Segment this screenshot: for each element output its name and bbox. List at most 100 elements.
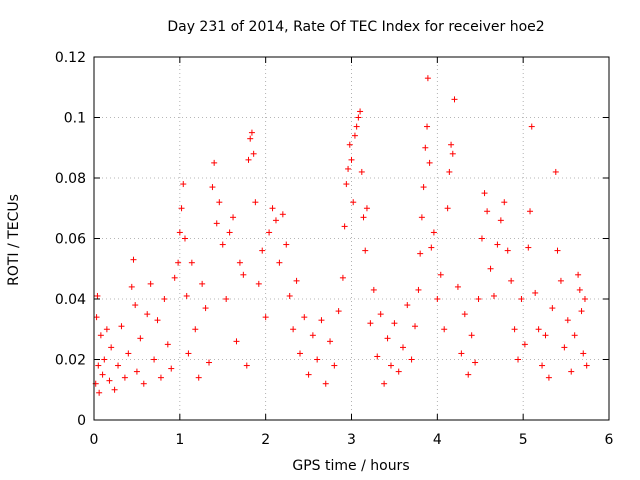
data-point xyxy=(252,199,259,206)
data-point xyxy=(497,217,504,224)
data-point xyxy=(370,286,377,293)
data-points-layer xyxy=(92,75,590,396)
data-point xyxy=(449,150,456,157)
data-point xyxy=(412,323,419,330)
data-point xyxy=(247,135,254,142)
y-tick-label: 0.1 xyxy=(64,111,86,127)
data-point xyxy=(341,223,348,230)
data-point xyxy=(206,359,213,366)
data-point xyxy=(377,311,384,318)
data-point xyxy=(245,156,252,163)
data-point xyxy=(348,156,355,163)
data-point xyxy=(362,247,369,254)
data-point xyxy=(481,190,488,197)
data-point xyxy=(192,326,199,333)
data-point xyxy=(518,296,525,302)
data-point xyxy=(133,368,140,375)
data-point xyxy=(183,292,190,299)
data-point xyxy=(564,317,571,324)
x-tick-label: 5 xyxy=(519,432,528,448)
data-point xyxy=(360,214,367,221)
data-point xyxy=(185,350,192,357)
data-point xyxy=(226,229,233,236)
data-point xyxy=(353,123,360,130)
data-point xyxy=(345,165,352,172)
data-point xyxy=(542,332,549,339)
data-point xyxy=(367,320,374,327)
data-point xyxy=(501,199,508,206)
data-point xyxy=(262,314,269,321)
data-point xyxy=(115,362,122,369)
data-point xyxy=(176,229,183,236)
data-point xyxy=(381,380,388,387)
data-point xyxy=(571,332,578,339)
data-point xyxy=(461,311,468,318)
data-point xyxy=(236,259,243,266)
data-point xyxy=(309,332,316,339)
tick-layer: 0 1 2 3 4 5 6 0 0.02 0.04 0.06 0.08 0.1 0.12 xyxy=(55,50,614,448)
data-point xyxy=(255,280,262,287)
data-point xyxy=(94,292,101,299)
data-point xyxy=(97,332,104,339)
data-point xyxy=(490,292,497,299)
data-point xyxy=(478,235,485,242)
data-point xyxy=(437,271,444,278)
data-point xyxy=(216,199,223,206)
data-point xyxy=(535,326,542,333)
data-point xyxy=(130,256,137,263)
data-point xyxy=(484,208,491,215)
data-point xyxy=(350,199,357,206)
data-point xyxy=(243,362,250,369)
data-point xyxy=(181,235,188,242)
data-point xyxy=(293,277,300,284)
data-point xyxy=(434,296,441,302)
data-point xyxy=(525,244,532,251)
data-point xyxy=(472,359,479,366)
data-point xyxy=(417,250,424,257)
data-point xyxy=(446,168,453,175)
data-point xyxy=(297,350,303,357)
data-point xyxy=(161,296,168,302)
data-point xyxy=(125,350,132,357)
data-point xyxy=(248,129,255,136)
data-point xyxy=(301,314,308,321)
data-point xyxy=(545,374,552,381)
data-point xyxy=(99,371,106,378)
data-point xyxy=(276,259,283,266)
data-point xyxy=(468,332,475,339)
data-point xyxy=(272,217,279,224)
data-point xyxy=(240,271,247,278)
data-point xyxy=(504,247,511,254)
data-point xyxy=(532,289,539,296)
data-point xyxy=(168,365,175,372)
data-point xyxy=(95,362,102,369)
data-point xyxy=(374,353,381,360)
data-point xyxy=(335,308,342,315)
data-point xyxy=(283,241,290,248)
data-point xyxy=(465,371,472,378)
data-point xyxy=(418,214,425,221)
data-point xyxy=(448,141,455,148)
data-point xyxy=(441,326,448,333)
x-axis-label: GPS time / hours xyxy=(292,458,409,474)
x-tick-label: 6 xyxy=(605,432,614,448)
data-point xyxy=(290,326,297,333)
data-point xyxy=(557,277,564,284)
data-point xyxy=(151,356,158,363)
data-point xyxy=(269,205,276,212)
data-point xyxy=(424,123,431,130)
data-point xyxy=(515,356,522,363)
data-point xyxy=(140,380,147,387)
data-point xyxy=(202,305,209,312)
data-point xyxy=(322,380,329,387)
y-tick-label: 0.06 xyxy=(55,232,86,248)
data-point xyxy=(171,274,178,281)
data-point xyxy=(391,320,398,327)
data-point xyxy=(259,247,266,254)
data-point xyxy=(286,292,293,299)
x-tick-label: 1 xyxy=(175,432,184,448)
data-point xyxy=(420,184,427,191)
data-point xyxy=(305,371,312,378)
data-point xyxy=(426,159,433,166)
y-tick-label: 0.04 xyxy=(55,292,86,308)
